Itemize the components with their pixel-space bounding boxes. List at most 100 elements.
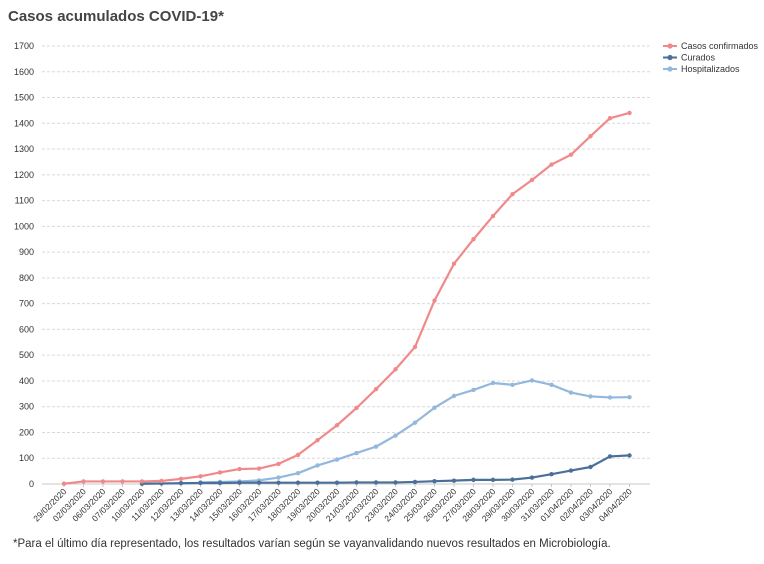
grid-lines <box>42 45 650 459</box>
y-tick-label: 1300 <box>14 144 34 154</box>
data-point <box>315 438 320 443</box>
legend-label: Hospitalizados <box>681 64 740 74</box>
y-tick-label: 400 <box>19 376 34 386</box>
y-tick-label: 300 <box>19 402 34 412</box>
data-point <box>451 478 457 483</box>
y-tick-label: 200 <box>19 427 34 437</box>
y-tick-label: 1100 <box>15 196 34 206</box>
data-point <box>139 479 145 484</box>
data-point <box>373 444 379 449</box>
data-point <box>256 480 262 485</box>
data-point <box>627 110 632 116</box>
data-point <box>315 480 320 485</box>
data-point <box>412 479 418 485</box>
legend-item: Curados <box>663 53 716 63</box>
series-lines <box>61 110 632 486</box>
y-tick-label: 1400 <box>14 118 34 128</box>
data-point <box>568 468 574 473</box>
data-point <box>295 480 301 485</box>
data-point <box>81 479 86 484</box>
data-point <box>295 452 301 458</box>
data-point <box>490 213 496 219</box>
legend-item: Hospitalizados <box>663 64 740 74</box>
data-point <box>568 390 574 395</box>
data-point <box>61 481 67 486</box>
data-point <box>412 420 418 425</box>
data-point <box>607 454 613 459</box>
data-point <box>549 382 554 388</box>
y-tick-label: 1600 <box>14 67 34 77</box>
legend-swatch-marker <box>667 66 673 72</box>
data-point <box>432 298 437 303</box>
data-point <box>471 237 476 242</box>
data-point <box>607 115 613 121</box>
data-point <box>373 480 379 485</box>
y-tick-label: 700 <box>19 299 34 309</box>
y-tick-label: 800 <box>19 273 34 283</box>
y-tick-label: 100 <box>19 453 34 463</box>
data-point <box>510 477 515 482</box>
data-point <box>549 162 554 167</box>
data-point <box>510 191 515 197</box>
data-point <box>237 466 242 472</box>
legend-swatch-marker <box>667 54 673 61</box>
data-point <box>510 382 515 388</box>
data-point <box>159 478 164 484</box>
data-point <box>256 466 262 471</box>
data-point <box>393 367 398 372</box>
data-point <box>178 481 184 486</box>
footnote: *Para el último día representado, los re… <box>13 538 611 550</box>
data-point <box>354 480 359 485</box>
chart-title: Casos acumulados COVID-19* <box>8 8 224 25</box>
data-point <box>432 405 437 410</box>
y-tick-label: 1000 <box>14 221 34 231</box>
data-point <box>295 470 301 476</box>
data-point <box>471 477 476 483</box>
data-point <box>627 394 632 400</box>
data-point <box>393 480 398 485</box>
legend-label: Curados <box>681 53 716 63</box>
data-point <box>412 344 418 350</box>
data-point <box>276 461 281 467</box>
data-point <box>373 386 379 392</box>
data-point <box>100 479 106 484</box>
data-point <box>276 480 281 485</box>
y-tick-label: 0 <box>29 479 34 489</box>
series-line <box>63 111 630 485</box>
data-point <box>588 133 593 139</box>
data-point <box>334 457 340 462</box>
legend-item: Casos confirmados <box>663 41 759 51</box>
data-point <box>334 423 340 428</box>
data-point <box>568 152 574 157</box>
data-point <box>529 177 535 183</box>
data-point <box>529 475 535 480</box>
data-point <box>529 378 535 383</box>
data-point <box>217 470 223 475</box>
data-point <box>490 477 496 483</box>
data-point <box>315 463 320 468</box>
y-tick-label: 600 <box>19 324 34 334</box>
data-point <box>237 480 242 485</box>
data-point <box>588 464 593 470</box>
data-point <box>198 474 203 479</box>
data-point <box>120 479 125 484</box>
data-point <box>607 395 613 400</box>
data-point <box>490 380 496 386</box>
data-point <box>432 478 437 484</box>
data-point <box>217 480 223 486</box>
data-point <box>549 472 554 477</box>
data-point <box>354 405 359 411</box>
legend-label: Casos confirmados <box>681 41 759 51</box>
data-point <box>178 476 184 482</box>
data-point <box>393 433 398 438</box>
x-axis: 29/02/202002/03/202006/03/202007/03/2020… <box>31 484 634 523</box>
series-hospitalizados <box>198 378 632 485</box>
data-point <box>588 394 593 399</box>
y-tick-label: 1500 <box>14 93 34 103</box>
y-axis: 0 100 200 300 400 500 600 700 800 900 1000 1100 1200… <box>14 41 650 489</box>
data-point <box>451 261 457 266</box>
data-point <box>198 480 203 486</box>
y-tick-label: 500 <box>19 350 34 360</box>
